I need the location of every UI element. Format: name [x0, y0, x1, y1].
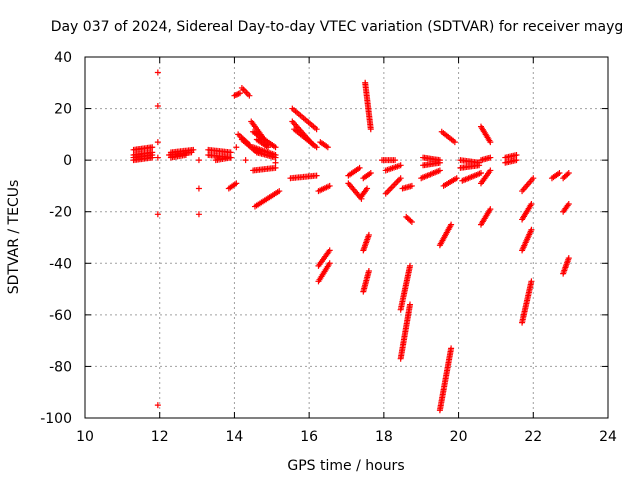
- data-point: [326, 260, 333, 267]
- data-point: [154, 211, 161, 218]
- data-point: [487, 154, 494, 161]
- x-axis-label: GPS time / hours: [287, 458, 404, 474]
- data-point: [154, 139, 161, 146]
- data-point: [272, 154, 279, 161]
- data-point: [364, 185, 371, 192]
- data-point: [556, 170, 563, 177]
- data-point: [436, 159, 443, 166]
- data-point: [190, 146, 197, 153]
- data-point: [313, 126, 320, 133]
- data-point: [487, 206, 494, 213]
- y-tick-label: -80: [49, 359, 72, 375]
- data-point: [436, 167, 443, 174]
- data-point: [313, 172, 320, 179]
- data-point: [528, 200, 535, 207]
- data-point: [513, 157, 520, 164]
- y-tick-label: 20: [54, 102, 72, 118]
- data-point: [477, 170, 484, 177]
- data-point: [227, 154, 234, 161]
- data-point: [233, 144, 240, 151]
- data-point: [356, 164, 363, 171]
- data-point: [397, 162, 404, 169]
- data-point: [530, 175, 537, 182]
- y-tick-label: -20: [49, 205, 72, 221]
- data-point: [408, 219, 415, 226]
- data-point: [448, 345, 455, 352]
- data-point: [313, 144, 320, 151]
- data-point: [324, 144, 331, 151]
- data-point: [265, 144, 272, 151]
- data-point: [367, 126, 374, 133]
- data-point: [392, 157, 399, 164]
- data-point: [528, 278, 535, 285]
- plot-frame: [84, 56, 609, 419]
- x-tick-label: 14: [226, 429, 244, 445]
- y-tick-label: -40: [49, 256, 72, 272]
- x-tick-label: 16: [300, 429, 318, 445]
- data-point: [451, 139, 458, 146]
- data-point: [565, 200, 572, 207]
- data-point: [476, 162, 483, 169]
- data-point: [367, 170, 374, 177]
- data-point: [237, 90, 244, 97]
- x-tick-label: 20: [450, 429, 468, 445]
- data-point: [234, 91, 241, 98]
- data-point: [407, 301, 414, 308]
- data-point: [154, 69, 161, 76]
- data-point: [154, 402, 161, 409]
- x-tick-label: 24: [599, 429, 617, 445]
- data-point: [528, 226, 535, 233]
- data-point: [407, 262, 414, 269]
- x-tick-label: 18: [375, 429, 393, 445]
- x-tick-label: 10: [76, 429, 94, 445]
- tick-labels: 10 12 14 16 18 20 22 24 -100 -80 -60 -40 -20 0 20 40: [40, 50, 617, 445]
- data-point: [246, 92, 253, 99]
- data-point: [513, 151, 520, 158]
- y-tick-label: 0: [63, 153, 72, 169]
- data-point: [227, 149, 234, 156]
- y-axis-label: SDTVAR / TECUs: [6, 180, 22, 295]
- data-point: [195, 185, 202, 192]
- y-tick-label: -100: [40, 411, 72, 427]
- data-point: [149, 154, 156, 161]
- data-point: [233, 180, 240, 187]
- y-tick-label: -60: [49, 308, 72, 324]
- data-point: [453, 175, 460, 182]
- x-tick-label: 12: [151, 429, 169, 445]
- data-point: [326, 182, 333, 189]
- data-point: [326, 247, 333, 254]
- data-point: [182, 151, 189, 158]
- data-point: [154, 102, 161, 109]
- data-point: [448, 221, 455, 228]
- data-point: [154, 154, 161, 161]
- data-points: [130, 69, 572, 414]
- data-point: [408, 182, 415, 189]
- data-point: [195, 211, 202, 218]
- data-point: [149, 144, 156, 151]
- data-point: [276, 188, 283, 195]
- data-point: [195, 157, 202, 164]
- gridlines: [85, 57, 608, 418]
- data-point: [487, 167, 494, 174]
- data-point: [365, 268, 372, 275]
- data-point: [272, 159, 279, 166]
- data-point: [242, 157, 249, 164]
- data-point: [272, 144, 279, 151]
- data-point: [565, 170, 572, 177]
- x-tick-label: 22: [524, 429, 542, 445]
- y-tick-label: 40: [54, 50, 72, 66]
- data-point: [397, 175, 404, 182]
- data-point: [565, 255, 572, 262]
- chart-title: Day 037 of 2024, Sidereal Day-to-day VTE…: [51, 19, 624, 35]
- data-point: [365, 231, 372, 238]
- data-point: [487, 139, 494, 146]
- data-point: [272, 164, 279, 171]
